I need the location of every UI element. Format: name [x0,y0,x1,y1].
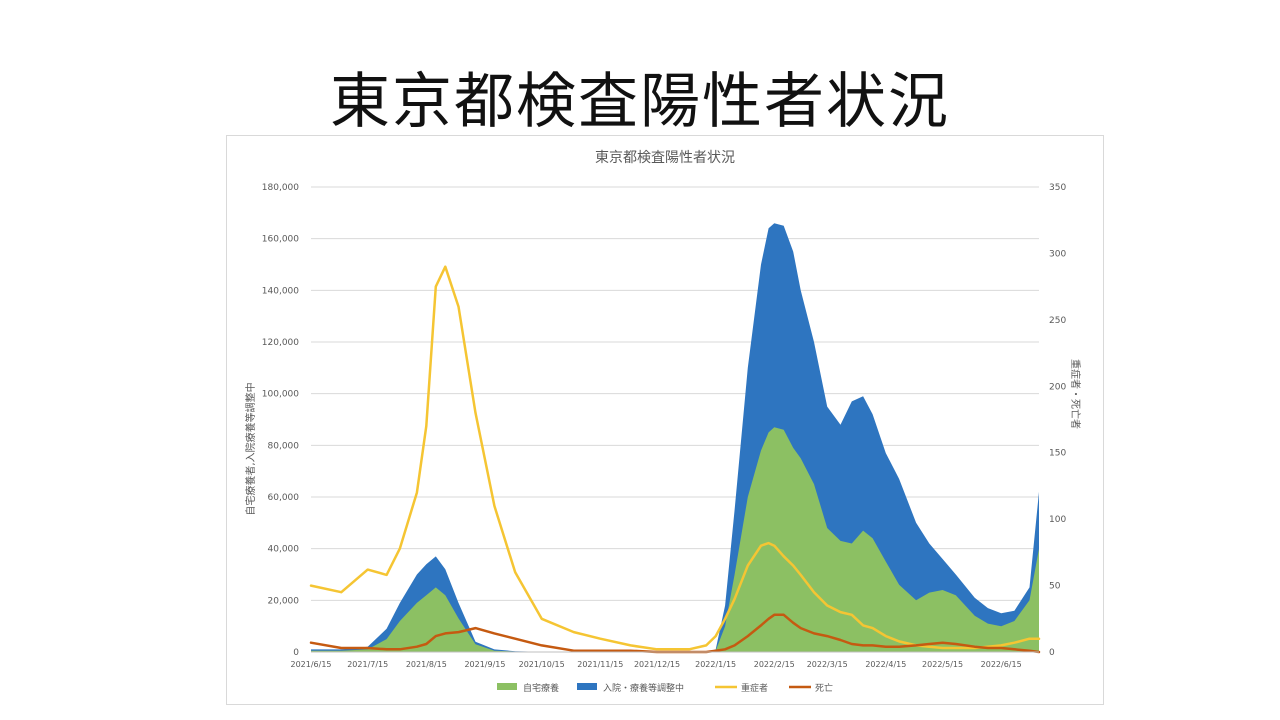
y2-tick-label: 200 [1049,382,1066,392]
y-axis-label: 自宅療養者,入院療養等調整中 [244,382,257,515]
legend-swatch [577,683,597,690]
x-tick-label: 2021/12/15 [634,660,680,669]
y-tick-label: 120,000 [262,338,299,348]
x-tick-label: 2022/3/15 [807,660,848,669]
legend-label: 死亡 [815,682,833,694]
y2-tick-label: 150 [1049,449,1066,459]
chart-frame: 東京都検査陽性者状況 0 20,000 40,000 60,000 80,000 100,… [226,135,1104,705]
x-tick-label: 2022/6/15 [981,660,1022,669]
y-tick-label: 100,000 [262,390,299,400]
chart-title: 東京都検査陽性者状況 [595,150,735,166]
area-series [311,223,1039,652]
y2-tick-label: 350 [1049,183,1066,193]
x-tick-label: 2022/2/15 [754,660,795,669]
legend-label: 入院・療養等調整中 [603,682,684,694]
y2-tick-label: 0 [1049,648,1055,658]
legend: 自宅療養 入院・療養等調整中 重症者 死亡 [497,682,833,694]
x-tick-label: 2021/9/15 [464,660,505,669]
x-tick-label: 2022/4/15 [865,660,906,669]
axes: 0 20,000 40,000 60,000 80,000 100,000 120,000 1… [262,183,1067,669]
x-tick-label: 2021/8/15 [406,660,447,669]
y-tick-label: 80,000 [268,441,300,451]
y-tick-label: 160,000 [262,235,299,245]
slide-title: 東京都検査陽性者状況 [330,67,950,137]
x-tick-label: 2021/10/15 [519,660,565,669]
legend-label: 自宅療養 [523,682,559,694]
legend-swatch [497,683,517,690]
y-tick-label: 180,000 [262,183,299,193]
y2-tick-label: 100 [1049,515,1066,525]
y-tick-label: 40,000 [268,545,300,555]
line-series [309,265,1041,654]
area-自宅療養 [311,427,1039,652]
y-tick-label: 0 [293,648,299,658]
y2-axis-label: 重症者・死亡者 [1069,359,1082,429]
legend-label: 重症者 [741,682,768,694]
y-tick-label: 60,000 [268,493,300,503]
x-tick-label: 2022/5/15 [922,660,963,669]
x-tick-label: 2021/6/15 [290,660,331,669]
area-入院・療養等調整中 [311,223,1039,652]
y2-tick-label: 50 [1049,582,1061,592]
y2-tick-label: 250 [1049,316,1066,326]
line-重症者 [309,265,1041,651]
y2-tick-label: 300 [1049,249,1066,259]
x-tick-label: 2021/11/15 [577,660,623,669]
line-死亡 [309,613,1041,654]
y-tick-label: 140,000 [262,286,299,296]
y-tick-label: 20,000 [268,596,300,606]
x-tick-label: 2021/7/15 [347,660,388,669]
x-tick-label: 2022/1/15 [695,660,736,669]
chart-svg: 東京都検査陽性者状況 0 20,000 40,000 60,000 80,000 100,… [244,150,1082,694]
